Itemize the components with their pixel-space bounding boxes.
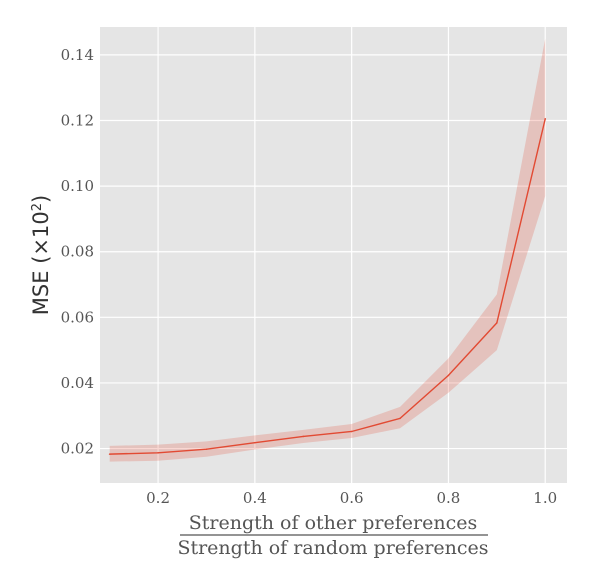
y-axis-label: MSE (×102) bbox=[29, 195, 53, 315]
y-tick-label: 0.12 bbox=[61, 111, 94, 129]
y-axis-label-prefix: MSE (×10 bbox=[29, 211, 53, 315]
data-point bbox=[108, 453, 111, 455]
x-tick-label: 0.6 bbox=[340, 489, 364, 507]
data-point bbox=[399, 417, 401, 420]
y-tick-label: 0.06 bbox=[61, 308, 94, 326]
data-points bbox=[108, 118, 547, 455]
y-axis-ticks: 0.02 0.04 0.06 0.08 0.10 0.12 0.14 bbox=[61, 46, 94, 458]
y-tick-label: 0.08 bbox=[61, 243, 94, 261]
y-tick-label: 0.04 bbox=[61, 374, 94, 392]
y-axis-label-suffix: ) bbox=[29, 195, 53, 203]
x-tick-label: 0.2 bbox=[146, 489, 170, 507]
x-axis-label-numerator: Strength of other preferences bbox=[189, 512, 477, 534]
x-tick-label: 1.0 bbox=[533, 489, 557, 507]
data-point bbox=[447, 374, 450, 377]
y-tick-label: 0.02 bbox=[61, 440, 94, 458]
data-point bbox=[157, 452, 159, 454]
y-tick-label: 0.14 bbox=[61, 46, 94, 64]
y-axis-label-exponent: 2 bbox=[30, 203, 45, 211]
x-tick-label: 0.4 bbox=[243, 489, 267, 507]
x-tick-label: 0.8 bbox=[437, 489, 461, 507]
x-axis-ticks: 0.2 0.4 0.6 0.8 1.0 bbox=[146, 489, 557, 507]
plot-area bbox=[100, 27, 567, 483]
data-point bbox=[496, 322, 498, 324]
data-point bbox=[350, 430, 353, 433]
y-tick-label: 0.10 bbox=[61, 177, 94, 195]
mse-line bbox=[109, 118, 546, 455]
data-point bbox=[302, 435, 305, 438]
x-axis-label: Strength of other preferences Strength o… bbox=[177, 512, 488, 559]
gridlines bbox=[100, 27, 567, 483]
data-point bbox=[544, 118, 547, 120]
x-axis-label-denominator: Strength of random preferences bbox=[177, 537, 488, 559]
data-point bbox=[254, 441, 256, 444]
data-point bbox=[205, 448, 208, 451]
